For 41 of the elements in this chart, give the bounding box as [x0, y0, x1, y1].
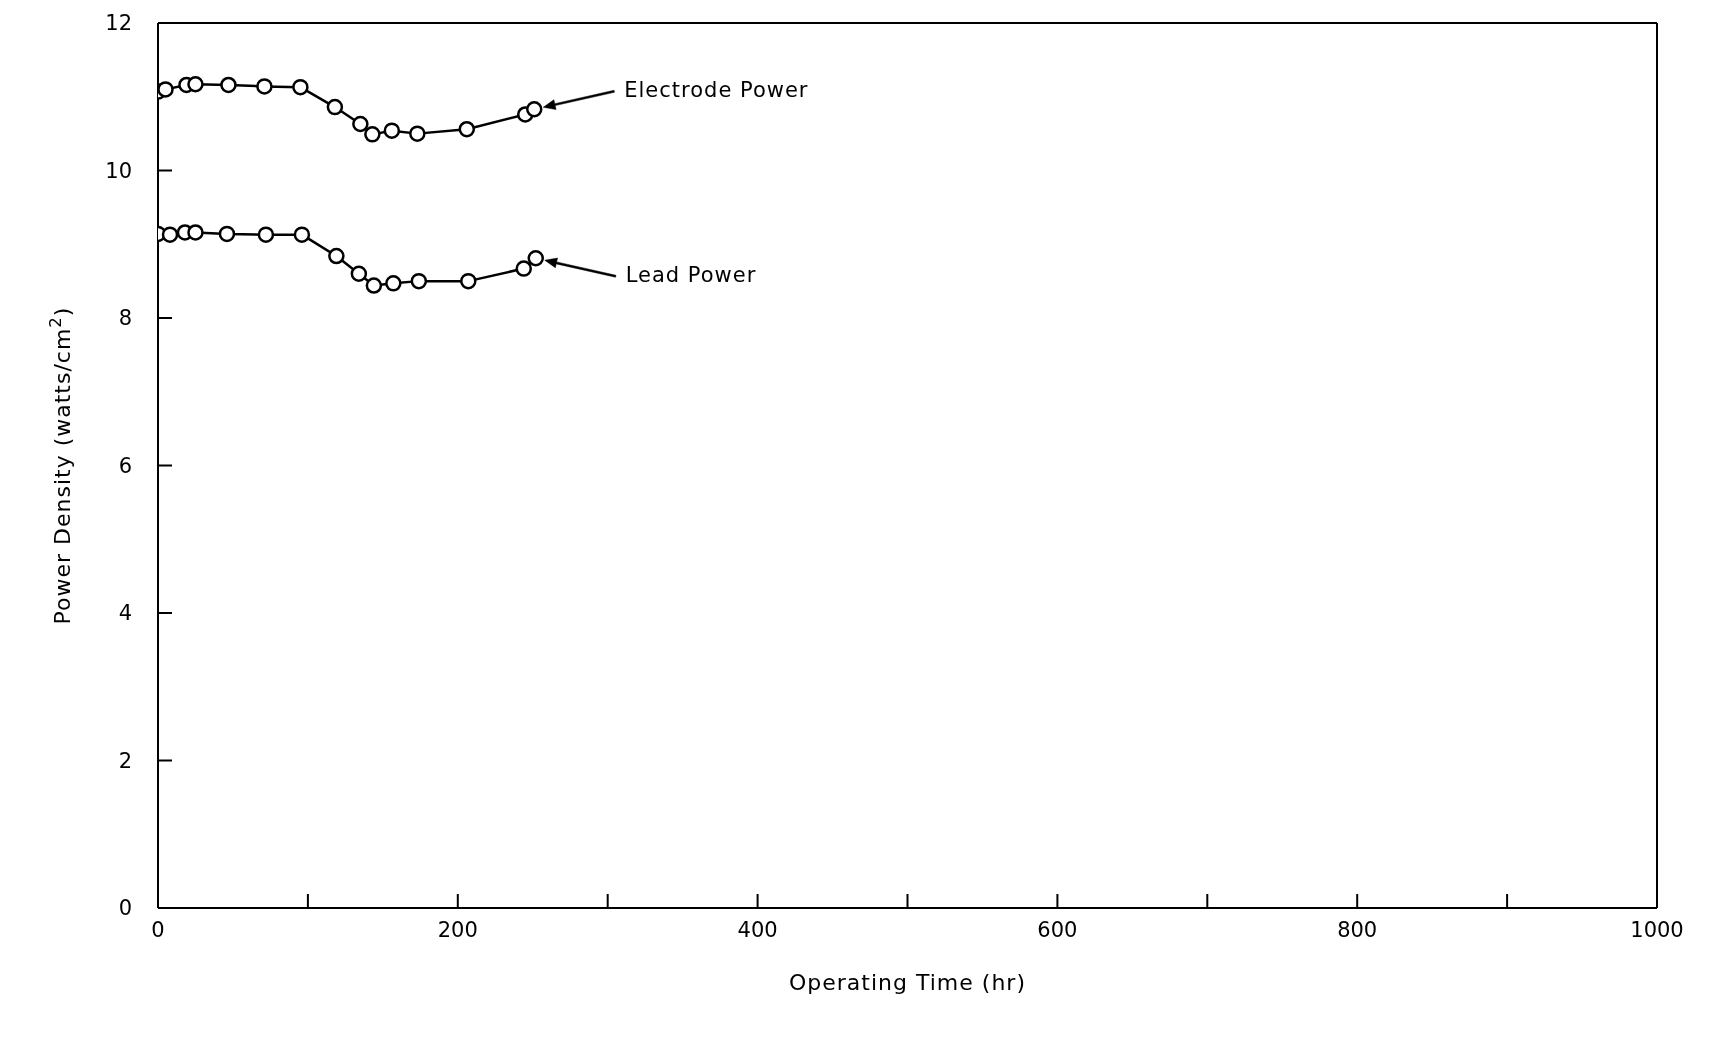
y-tick-label: 8: [118, 306, 132, 331]
x-tick-label: 600: [1037, 917, 1078, 942]
y-tick-label: 4: [118, 601, 132, 626]
point: [256, 78, 273, 95]
point: [458, 120, 476, 138]
point: [527, 250, 544, 267]
point: [161, 226, 179, 243]
point: [293, 226, 311, 243]
point: [515, 260, 533, 277]
y-tick-label: 12: [105, 11, 132, 36]
point: [257, 226, 275, 243]
point: [350, 265, 368, 282]
point: [409, 125, 426, 142]
x-tick-label: 0: [151, 917, 165, 942]
point: [220, 76, 237, 94]
y-tick-label: 10: [105, 158, 132, 183]
point: [187, 224, 204, 241]
point: [365, 277, 383, 294]
point: [460, 272, 477, 290]
point: [352, 115, 369, 133]
point: [187, 75, 204, 93]
point: [158, 81, 174, 98]
x-tick-label: 800: [1337, 917, 1378, 942]
point: [326, 98, 344, 116]
annotation: Electrode Power: [624, 78, 809, 103]
y-tick-label: 0: [118, 896, 132, 921]
y-tick-label: 6: [118, 453, 132, 478]
point: [410, 272, 428, 290]
x-tick-label: 400: [737, 917, 778, 942]
point: [218, 225, 236, 243]
x-tick-label: 1000: [1630, 917, 1684, 942]
point: [292, 78, 309, 96]
point: [383, 122, 401, 139]
point: [364, 126, 381, 143]
point: [328, 247, 345, 265]
x-tick-label: 200: [437, 917, 478, 942]
x-axis-title: Operating Time (hr): [789, 970, 1026, 995]
point: [526, 101, 543, 118]
annotation: Lead Power: [625, 263, 757, 288]
point: [385, 275, 402, 292]
y-tick-label: 2: [118, 748, 132, 773]
